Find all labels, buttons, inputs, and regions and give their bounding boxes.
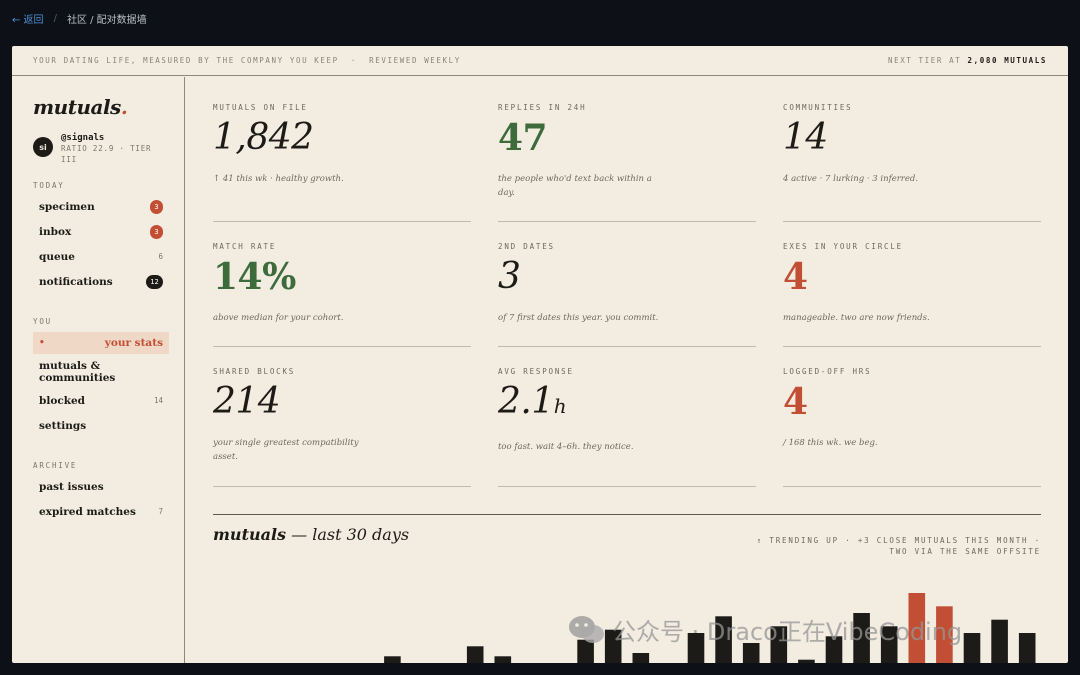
stat-caption: your single greatest compatibility asset… (213, 438, 359, 462)
chart-bar-15 (604, 629, 622, 663)
section-label-you: YOU (33, 317, 52, 326)
stat-caption: too fast. wait 4–6h. they notice. (498, 442, 634, 452)
stat-communities: COMMUNITIES 14 4 active · 7 lurking · 3 … (783, 103, 1041, 222)
stat-value: 4 (783, 256, 808, 298)
count-badge: 3 (150, 200, 163, 214)
count-label: 6 (158, 252, 163, 261)
stat-caption: / 168 this wk. we beg. (783, 438, 878, 448)
stat-caption: of 7 first dates this year. you commit. (498, 313, 659, 323)
sidebar-item-your-stats[interactable]: • your stats (33, 332, 169, 354)
chart-bar-22 (798, 659, 815, 663)
active-marker: • (39, 338, 45, 348)
stat-replies-24h: REPLIES IN 24H 47 the people who'd text … (498, 103, 756, 222)
avatar: si (33, 137, 53, 157)
stat-2nd-dates: 2ND DATES 3 of 7 first dates this year. … (498, 242, 756, 347)
section-label-today: TODAY (33, 181, 65, 190)
stat-caption: the people who'd text back within a day. (498, 174, 652, 198)
chart-bar-29 (991, 619, 1008, 663)
tagline-separator: · (350, 56, 358, 65)
chart-title: mutuals — last 30 days (213, 525, 410, 544)
header-strip: YOUR DATING LIFE, MEASURED BY THE COMPAN… (12, 46, 1068, 76)
chart-note: ↑ TRENDING UP · +3 CLOSE MUTUALS THIS MO… (756, 536, 1041, 556)
stat-match-rate: MATCH RATE 14% above median for your coh… (213, 242, 471, 347)
user-profile[interactable]: si @signals RATIO 22.9 · TIER III (33, 133, 184, 165)
chart-bar-16 (632, 653, 650, 663)
stat-value: 2.1h (498, 381, 567, 422)
count-label: 14 (153, 396, 163, 405)
app-card: YOUR DATING LIFE, MEASURED BY THE COMPAN… (12, 46, 1068, 663)
user-handle: @signals (61, 133, 105, 143)
next-tier-prefix: NEXT TIER AT (887, 56, 962, 65)
stat-value: 47 (498, 117, 548, 159)
chart-bar-21 (770, 626, 788, 663)
chart-bar-27 (936, 606, 953, 663)
sidebar-item-expired-matches[interactable]: expired matches 7 (39, 506, 163, 518)
chart-bar-20 (742, 643, 760, 663)
stat-shared-blocks: SHARED BLOCKS 214 your single greatest c… (213, 367, 471, 487)
stat-caption: manageable. two are now friends. (783, 313, 930, 323)
sidebar-item-queue[interactable]: queue 6 (39, 251, 163, 263)
count-badge: 3 (150, 225, 163, 239)
sidebar-item-mutuals-communities[interactable]: mutuals & communities (39, 360, 116, 384)
chart-bar-30 (1018, 633, 1036, 663)
stat-value: 4 (783, 381, 808, 423)
section-label-archive: ARCHIVE (33, 461, 78, 470)
back-link[interactable]: ← 返回 (12, 14, 44, 26)
count-label: 7 (158, 507, 163, 516)
chart-bar-28 (963, 633, 981, 663)
stat-value: 214 (213, 381, 281, 422)
sidebar-item-past-issues[interactable]: past issues (39, 481, 104, 493)
chart-bar-19 (715, 616, 732, 663)
tagline: YOUR DATING LIFE, MEASURED BY THE COMPAN… (33, 56, 339, 65)
section-divider (213, 514, 1041, 515)
sidebar: mutuals. si @signals RATIO 22.9 · TIER I… (12, 77, 185, 663)
sidebar-item-specimen[interactable]: specimen 3 (33, 196, 169, 218)
stat-value: 14% (213, 256, 296, 298)
breadcrumb: 社区 / 配对数据墙 (66, 14, 147, 26)
cadence: REVIEWED WEEKLY (369, 56, 461, 65)
chart-bar-10 (466, 646, 484, 663)
stat-mutuals-on-file: MUTUALS ON FILE 1,842 ↑ 41 this wk · hea… (213, 103, 471, 222)
stat-logged-off-hrs: LOGGED-OFF HRS 4 / 168 this wk. we beg. (783, 367, 1041, 487)
sidebar-item-inbox[interactable]: inbox 3 (33, 221, 169, 243)
stat-caption: ↑ 41 this wk · healthy growth. (213, 174, 344, 184)
chart-bar-24 (853, 613, 870, 663)
chart-bar-7 (384, 656, 401, 663)
stats-main: MUTUALS ON FILE 1,842 ↑ 41 this wk · hea… (213, 77, 1041, 663)
chart-bar-14 (577, 639, 594, 663)
user-meta: RATIO 22.9 · TIER III (61, 144, 152, 164)
chart-bar-18 (687, 633, 705, 663)
next-tier-value: 2,080 MUTUALS (967, 56, 1047, 65)
chart-bar-11 (494, 656, 512, 663)
stat-caption: 4 active · 7 lurking · 3 inferred. (783, 174, 919, 184)
count-badge: 12 (146, 275, 163, 289)
stat-caption: above median for your cohort. (213, 313, 344, 323)
stat-value: 3 (498, 256, 521, 297)
sidebar-item-settings[interactable]: settings (39, 420, 87, 432)
top-bar: ← 返回 / 社区 / 配对数据墙 (0, 0, 1080, 36)
mutuals-bar-chart (384, 593, 1036, 663)
stat-value: 14 (783, 117, 828, 158)
stat-value: 1,842 (213, 117, 314, 158)
breadcrumb-separator: / (53, 12, 57, 24)
chart-bar-23 (825, 636, 843, 663)
sidebar-item-notifications[interactable]: notifications 12 (33, 271, 169, 293)
logo[interactable]: mutuals. (33, 95, 128, 119)
stat-exes-in-circle: EXES IN YOUR CIRCLE 4 manageable. two ar… (783, 242, 1041, 347)
chart-bar-25 (880, 626, 898, 663)
stat-avg-response: AVG RESPONSE 2.1h too fast. wait 4–6h. t… (498, 367, 756, 487)
wechat-icon (569, 615, 604, 643)
chart-bar-26 (908, 593, 926, 663)
watermark: 公众号 · Draco正在VibeCoding (568, 612, 962, 647)
sidebar-item-blocked[interactable]: blocked 14 (39, 395, 163, 407)
